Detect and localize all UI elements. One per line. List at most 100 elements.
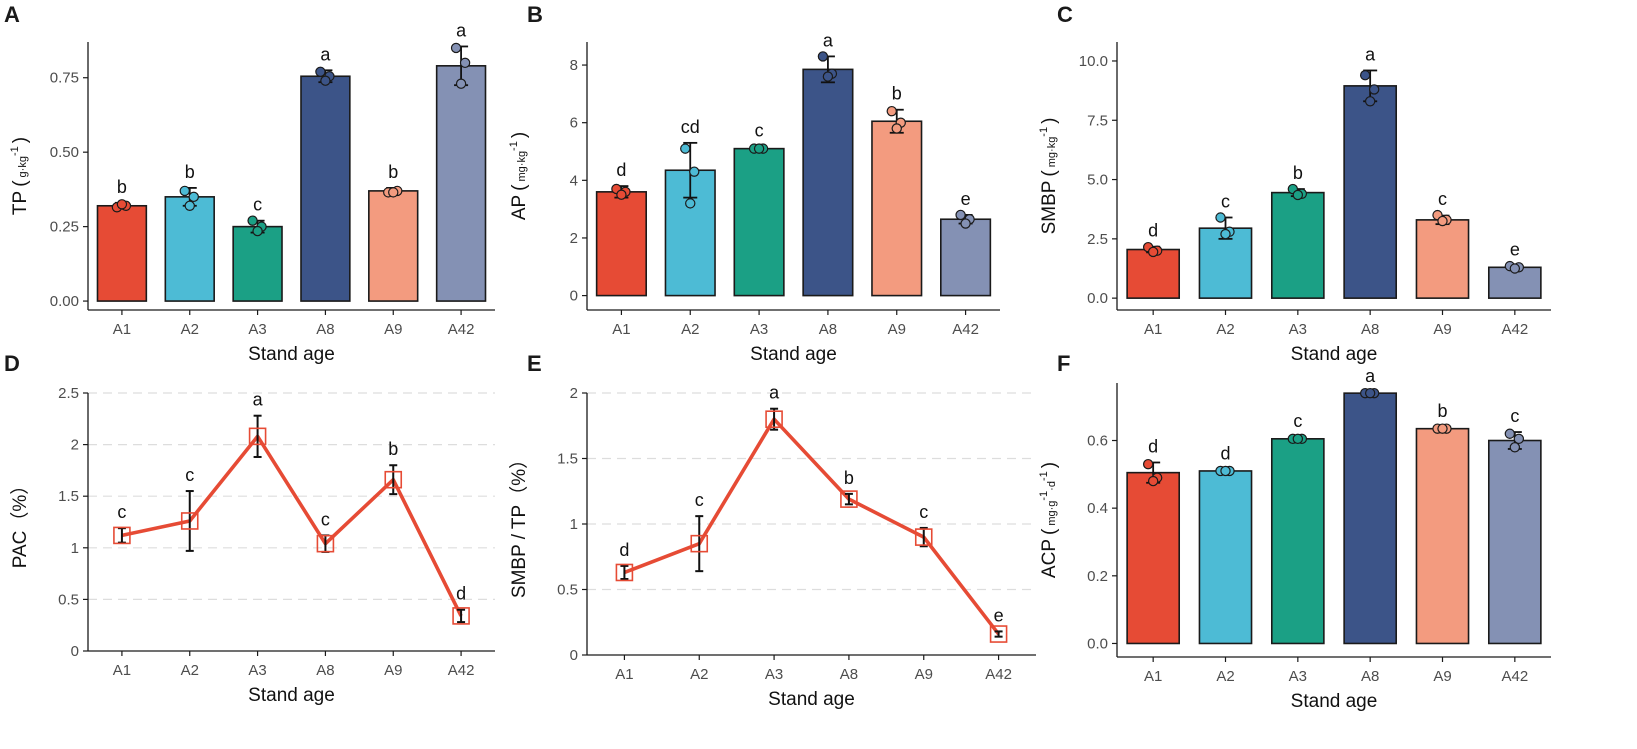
- significance-label: a: [769, 383, 780, 403]
- y-axis-title-main: TP: [10, 191, 31, 215]
- data-point: [320, 75, 331, 86]
- significance-label: c: [919, 502, 928, 522]
- significance-label: cd: [681, 117, 700, 137]
- significance-label: b: [1437, 401, 1447, 421]
- y-tick-label: 1: [570, 516, 578, 533]
- y-tick-label: 0.75: [50, 70, 79, 87]
- data-point: [689, 166, 700, 177]
- y-axis-title-main: PAC（%）: [9, 476, 31, 569]
- y-tick-label: 0.0: [1087, 290, 1108, 307]
- panel-d: D 0 0.5 1 1.5 2 2.5 A1 A2 A3 A8 A9 A42 Stand age PAC（%…: [4, 351, 495, 706]
- panel-letter: E: [527, 351, 542, 376]
- significance-label: c: [117, 502, 126, 522]
- bar-a42: [435, 65, 487, 302]
- bar-a1: [1126, 471, 1181, 645]
- y-axis-title-unit2: ·d: [1046, 481, 1058, 491]
- x-tick-label: A1: [1144, 668, 1162, 685]
- y-tick-label: 0.2: [1087, 568, 1108, 585]
- y-tick-label: 8: [570, 57, 578, 74]
- y-axis-title-main: SMBP: [1039, 181, 1060, 235]
- data-point: [179, 185, 190, 197]
- significance-label: c: [321, 509, 330, 529]
- y-axis-paren: (: [10, 180, 31, 187]
- significance-label: b: [117, 177, 127, 197]
- data-point: [1147, 475, 1159, 487]
- data-point: [1364, 387, 1376, 399]
- data-point: [680, 143, 691, 154]
- y-tick-label: 1.5: [557, 451, 578, 468]
- data-marker: [989, 625, 1008, 643]
- data-point: [1220, 228, 1231, 240]
- data-point: [1215, 212, 1226, 223]
- y-axis-title-unit: g·kg: [17, 156, 29, 177]
- x-tick-label: A3: [1289, 668, 1307, 685]
- data-point: [616, 189, 627, 200]
- panel-a: A 0.00 0.25 0.50 0.75 A1 A2 A3 A8 A9 A42 Stand age T…: [4, 2, 495, 365]
- data-point: [1220, 465, 1231, 477]
- x-tick-label: A9: [888, 321, 906, 338]
- x-tick-label: A2: [181, 662, 199, 679]
- bar-a2: [164, 196, 215, 302]
- significance-label: a: [320, 44, 331, 64]
- data-marker: [113, 526, 131, 545]
- bar-a8: [802, 68, 854, 297]
- x-tick-label: A1: [113, 662, 131, 679]
- data-point: [1509, 263, 1521, 274]
- data-point: [1359, 70, 1371, 81]
- bar-a1: [96, 204, 148, 302]
- significance-label: a: [1365, 44, 1376, 64]
- y-axis-title-sup: -1: [508, 141, 520, 151]
- x-tick-label: A3: [1289, 321, 1307, 338]
- x-tick-label: A3: [765, 666, 783, 683]
- significance-label: d: [1148, 221, 1158, 241]
- x-tick-label: A1: [1144, 321, 1162, 338]
- x-tick-label: A9: [915, 666, 933, 683]
- bar-a2: [1198, 470, 1253, 645]
- bar-a42: [1487, 439, 1542, 645]
- y-axis-paren: (: [1039, 170, 1060, 177]
- data-point: [1368, 84, 1380, 95]
- y-tick-label: 10.0: [1079, 53, 1108, 70]
- y-tick-label: 0: [570, 647, 578, 664]
- significance-label: b: [388, 439, 398, 459]
- y-tick-label: 4: [570, 172, 578, 189]
- panel-e: E 0 0.5 1 1.5 2 A1 A2 A3 A8 A9 A42 Stand age SMBP / T…: [508, 351, 1036, 710]
- data-point: [1504, 428, 1516, 439]
- data-marker: [840, 490, 858, 508]
- x-tick-label: A8: [819, 321, 837, 338]
- significance-label: e: [961, 189, 971, 209]
- y-tick-label: 0.00: [50, 293, 79, 310]
- panel-letter: F: [1057, 351, 1070, 376]
- data-marker: [180, 512, 199, 530]
- data-point: [1509, 442, 1521, 453]
- bar-a8: [1343, 392, 1398, 645]
- significance-label: b: [892, 84, 902, 104]
- y-axis-title-unit: mg·kg: [1046, 137, 1058, 168]
- y-axis-paren: ): [509, 132, 530, 138]
- data-marker: [452, 607, 470, 625]
- y-axis-title: AP (mg·kg-1): [508, 132, 530, 220]
- x-tick-label: A1: [615, 666, 633, 683]
- data-marker: [615, 563, 634, 582]
- bar-a3: [1270, 191, 1325, 299]
- panel-letter: B: [527, 2, 543, 27]
- data-marker: [690, 534, 709, 553]
- significance-label: b: [844, 468, 854, 488]
- x-tick-label: A8: [1361, 321, 1379, 338]
- data-point: [1513, 433, 1525, 445]
- significance-label: c: [1293, 411, 1302, 431]
- x-tick-label: A2: [1216, 668, 1234, 685]
- data-point: [1437, 423, 1448, 434]
- significance-label: d: [616, 160, 626, 180]
- y-axis-title-main: AP: [509, 195, 530, 220]
- y-axis-title: SMBP / TP（%）: [508, 450, 530, 598]
- data-point: [388, 187, 399, 198]
- bar-a9: [368, 190, 419, 302]
- y-tick-label: 0: [570, 288, 578, 305]
- bar-a42: [940, 218, 992, 297]
- x-axis-title: Stand age: [1291, 691, 1378, 712]
- x-tick-label: A9: [384, 662, 402, 679]
- x-axis-title: Stand age: [750, 344, 837, 365]
- x-tick-label: A8: [316, 662, 334, 679]
